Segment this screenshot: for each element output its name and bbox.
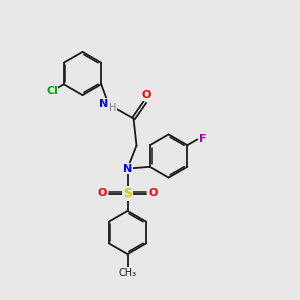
Text: N: N <box>123 164 132 174</box>
Text: S: S <box>123 187 132 200</box>
Text: O: O <box>148 188 158 199</box>
Text: N: N <box>99 99 108 109</box>
Text: CH₃: CH₃ <box>118 268 136 278</box>
Text: H: H <box>109 103 116 113</box>
Text: O: O <box>98 188 107 199</box>
Text: O: O <box>142 90 151 100</box>
Text: Cl: Cl <box>46 85 58 96</box>
Text: F: F <box>200 134 207 145</box>
